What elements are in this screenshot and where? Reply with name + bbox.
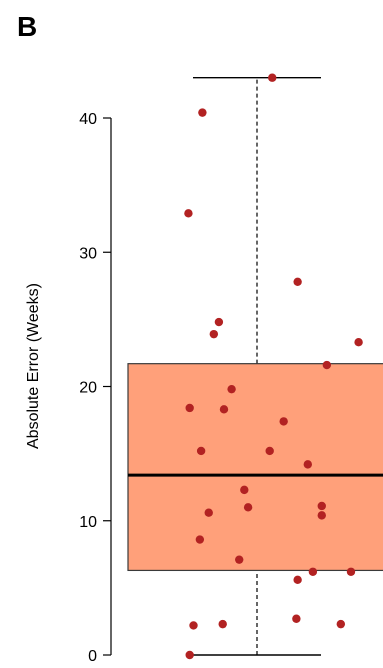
data-point-9 bbox=[227, 384, 236, 394]
data-point-26 bbox=[292, 614, 301, 623]
y-tick-label-30: 30 bbox=[79, 245, 97, 262]
data-point-29 bbox=[189, 621, 198, 630]
data-point-6 bbox=[209, 329, 219, 339]
y-tick-label-0: 0 bbox=[88, 648, 97, 665]
data-point-4 bbox=[293, 277, 302, 286]
data-point-2 bbox=[198, 108, 207, 117]
data-point-1 bbox=[268, 73, 277, 82]
data-point-30 bbox=[185, 650, 194, 660]
data-point-27 bbox=[218, 619, 227, 629]
data-point-21 bbox=[195, 535, 205, 544]
y-ticks: 0 10 20 30 40 bbox=[79, 111, 111, 665]
data-point-24 bbox=[346, 567, 356, 576]
data-point-10 bbox=[185, 403, 194, 413]
y-tick-label-40: 40 bbox=[79, 111, 97, 128]
data-point-12 bbox=[279, 417, 288, 426]
data-point-25 bbox=[293, 575, 302, 585]
data-point-19 bbox=[204, 508, 213, 517]
data-point-17 bbox=[317, 501, 326, 511]
data-point-28 bbox=[336, 619, 346, 629]
data-point-11 bbox=[219, 405, 229, 414]
data-point-20 bbox=[317, 511, 326, 520]
data-point-22 bbox=[235, 555, 244, 564]
data-point-8 bbox=[322, 360, 332, 370]
y-axis-title: Absolute Error (Weeks) bbox=[25, 283, 42, 449]
interquartile-box bbox=[127, 363, 383, 572]
data-point-16 bbox=[240, 485, 249, 495]
data-point-15 bbox=[303, 460, 312, 469]
panel-label: B bbox=[17, 11, 37, 42]
data-point-18 bbox=[243, 503, 253, 512]
data-point-13 bbox=[196, 446, 206, 456]
data-point-3 bbox=[184, 209, 193, 218]
data-points bbox=[184, 73, 363, 660]
data-point-5 bbox=[214, 317, 224, 327]
data-point-23 bbox=[308, 567, 318, 576]
data-point-14 bbox=[265, 446, 274, 456]
y-tick-label-20: 20 bbox=[79, 380, 97, 397]
data-point-7 bbox=[354, 337, 363, 347]
y-tick-label-10: 10 bbox=[79, 514, 97, 531]
box-plot bbox=[127, 77, 383, 656]
y-axis: 0 10 20 30 40 bbox=[79, 111, 112, 665]
